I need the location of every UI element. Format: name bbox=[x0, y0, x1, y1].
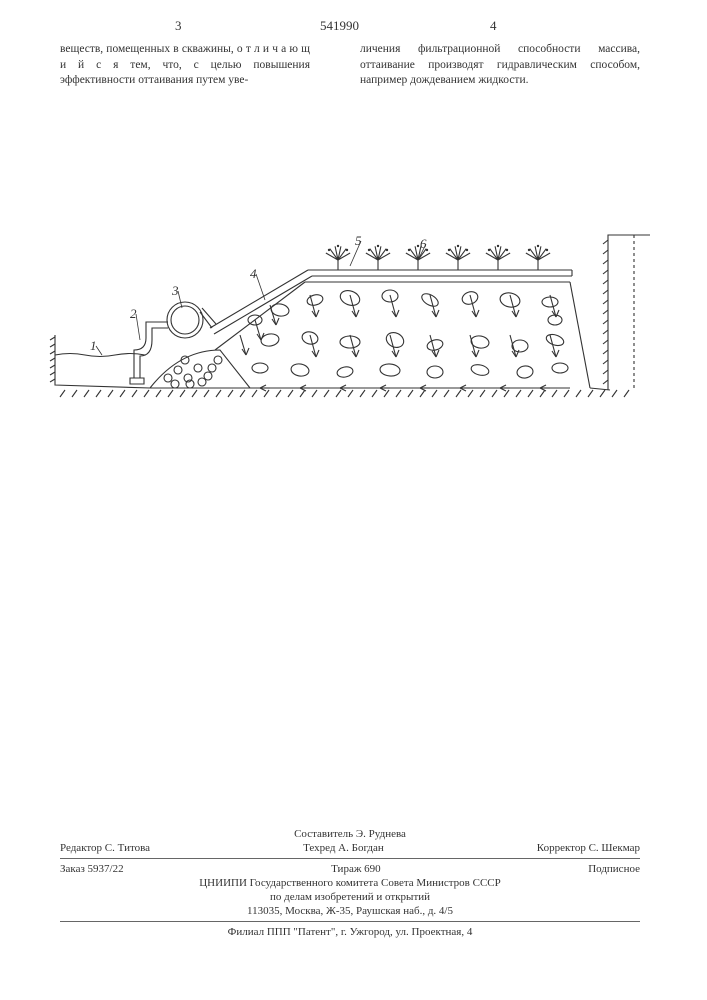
footer-techred: Техред А. Богдан bbox=[303, 842, 384, 854]
page-num-right: 4 bbox=[490, 18, 497, 34]
svg-text:1: 1 bbox=[90, 338, 97, 353]
footer-compiler: Составитель Э. Руднева bbox=[60, 828, 640, 840]
footer-org2: по делам изобретений и открытий bbox=[60, 891, 640, 903]
column-left-text: веществ, помещенных в скважины, о т л и … bbox=[60, 42, 310, 89]
footer-filial: Филиал ППП "Патент", г. Ужгород, ул. Про… bbox=[60, 926, 640, 938]
page-num-left: 3 bbox=[175, 18, 182, 34]
patent-number: 541990 bbox=[320, 18, 359, 34]
footer-org1: ЦНИИПИ Государственного комитета Совета … bbox=[60, 877, 640, 889]
svg-text:4: 4 bbox=[250, 266, 257, 281]
svg-text:2: 2 bbox=[130, 306, 137, 321]
column-right-text: личения фильтрационной способности масси… bbox=[360, 42, 640, 89]
footer-address: 113035, Москва, Ж-35, Раушская наб., д. … bbox=[60, 905, 640, 917]
footer-editor: Редактор С. Титова bbox=[60, 842, 150, 854]
svg-text:3: 3 bbox=[171, 283, 179, 298]
footer-order: Заказ 5937/22 bbox=[60, 863, 124, 875]
figure: 123456 bbox=[50, 200, 650, 440]
footer-podpisnoe: Подписное bbox=[588, 863, 640, 875]
footer: Составитель Э. Руднева Редактор С. Титов… bbox=[60, 826, 640, 940]
footer-corrector: Корректор С. Шекмар bbox=[537, 842, 640, 854]
footer-tirazh: Тираж 690 bbox=[331, 863, 381, 875]
